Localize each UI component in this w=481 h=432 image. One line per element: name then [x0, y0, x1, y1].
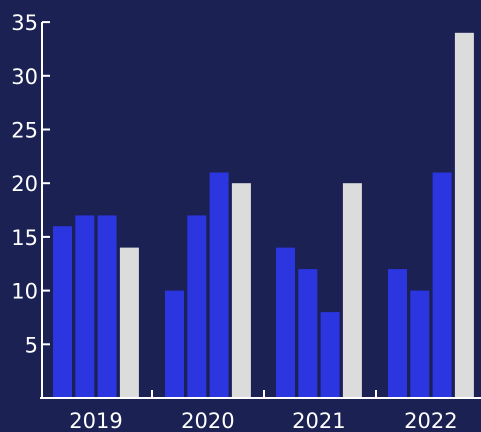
bar-2019-s2	[75, 215, 95, 398]
x-tick-label-2019: 2019	[69, 409, 122, 432]
x-tick-label-2022: 2022	[404, 409, 457, 432]
y-tick-label-20: 20	[11, 172, 38, 196]
y-axis: 5 10 15 20 25 30 35	[11, 11, 50, 398]
bar-2020-s2	[187, 215, 207, 398]
y-tick-label-5: 5	[25, 333, 38, 357]
bar-2021-s2	[298, 269, 318, 398]
bar-2020-s1	[165, 290, 184, 398]
bar-2019-s3	[97, 215, 117, 398]
bar-2021-s1	[276, 247, 295, 398]
y-tick-label-25: 25	[11, 119, 38, 143]
y-tick-label-35: 35	[11, 11, 38, 35]
y-tick-label-15: 15	[11, 226, 38, 250]
y-tick-label-30: 30	[11, 65, 38, 89]
bar-2022-s1	[388, 269, 407, 398]
bar-2019-s1	[53, 226, 72, 398]
bar-2019-s4	[119, 247, 139, 398]
bar-2022-s3	[432, 172, 452, 398]
y-tick-label-10: 10	[11, 280, 38, 304]
bar-2022-s4	[454, 32, 474, 399]
x-axis: 2019 2020 2021 2022	[40, 390, 481, 432]
x-tick-label-2020: 2020	[181, 409, 234, 432]
bars-group	[53, 32, 474, 399]
bar-2022-s2	[410, 290, 430, 398]
bar-2021-s3	[320, 312, 340, 398]
bar-2020-s3	[209, 172, 229, 398]
bar-2021-s4	[342, 183, 362, 398]
x-tick-label-2021: 2021	[292, 409, 345, 432]
bar-2020-s4	[231, 183, 251, 398]
